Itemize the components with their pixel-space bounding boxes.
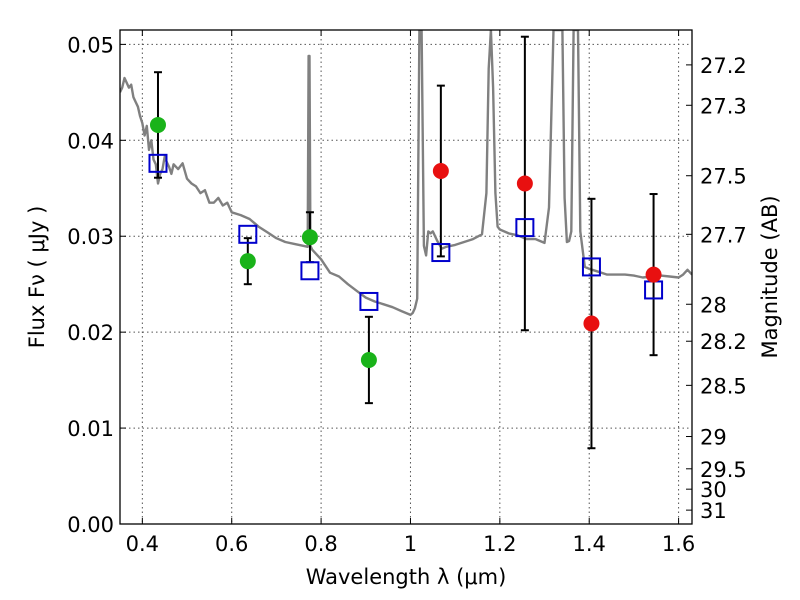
y2-tick-label: 27.5 — [700, 165, 747, 189]
y2-tick-label: 30 — [700, 478, 727, 502]
red-data-point — [432, 163, 449, 180]
model-box-point — [581, 257, 601, 277]
y-axis-left: 0.00 0.01 0.02 0.03 0.04 0.05 — [67, 33, 126, 537]
y-tick-label: 0.01 — [67, 417, 114, 441]
y-tick-label: 0.04 — [67, 129, 114, 153]
y2-axis-label: Magnitude (AB) — [758, 195, 782, 358]
model-box-point — [515, 218, 535, 238]
y2-tick-label: 27.3 — [700, 94, 747, 118]
x-tick-label: 0.8 — [304, 532, 337, 556]
x-tick-label: 1.6 — [662, 532, 695, 556]
x-axis: 0.4 0.6 0.8 1 1.2 1.4 1.6 — [126, 30, 695, 556]
y2-tick-label: 29.5 — [700, 458, 747, 482]
x-tick-label: 1.2 — [483, 532, 516, 556]
x-tick-label: 0.4 — [126, 532, 159, 556]
model-box-point — [148, 153, 168, 173]
y-axis-label: Flux Fν ( μJy ) — [25, 206, 49, 349]
y2-tick-label: 31 — [700, 499, 727, 523]
x-axis-label: Wavelength λ (μm) — [306, 565, 507, 589]
y-tick-label: 0.00 — [67, 513, 114, 537]
model-box-point — [431, 243, 451, 263]
plot-area — [120, 30, 692, 450]
y2-tick-label: 28.2 — [700, 330, 747, 354]
plot-frame — [119, 29, 693, 525]
green-data-point — [301, 229, 318, 246]
red-data-point — [583, 315, 600, 332]
y2-tick-label: 27.7 — [700, 223, 747, 247]
x-tick-label: 1 — [404, 532, 417, 556]
y-tick-label: 0.05 — [67, 33, 114, 57]
green-data-point — [239, 253, 256, 270]
model-box-point — [238, 224, 258, 244]
model-box-point — [300, 261, 320, 281]
model-box-point — [359, 291, 379, 311]
x-tick-label: 0.6 — [215, 532, 248, 556]
model-spectrum-line — [120, 30, 692, 317]
y-tick-label: 0.02 — [67, 321, 114, 345]
red-data-point — [516, 175, 533, 192]
red-data-point — [645, 266, 662, 283]
y2-tick-label: 28 — [700, 293, 727, 317]
y-tick-label: 0.03 — [67, 225, 114, 249]
x-tick-label: 1.4 — [573, 532, 606, 556]
green-data-point — [149, 116, 166, 133]
green-data-point — [360, 351, 377, 368]
y2-tick-label: 29 — [700, 426, 727, 450]
y2-tick-label: 27.2 — [700, 54, 747, 78]
y2-tick-label: 28.5 — [700, 374, 747, 398]
grid-lines — [120, 30, 692, 524]
